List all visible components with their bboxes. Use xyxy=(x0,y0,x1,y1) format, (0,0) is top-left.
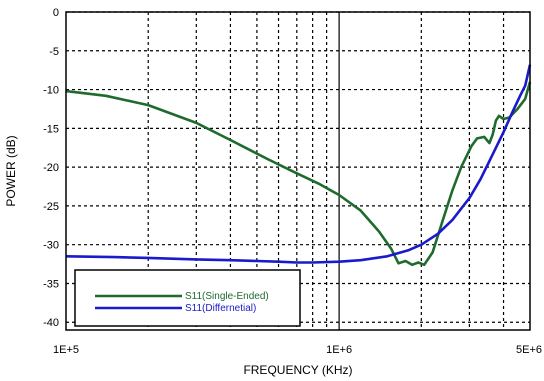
series-lines xyxy=(65,64,532,267)
x-tick-label-0: 1E+5 xyxy=(53,344,79,356)
y-tick-label-6: -30 xyxy=(43,240,59,252)
x-tick-labels: 1E+5 1E+6 5E+6 xyxy=(53,344,542,356)
plot-frame xyxy=(65,11,531,331)
x-tick-label-2: 5E+6 xyxy=(516,344,542,356)
y-tick-label-3: -15 xyxy=(43,123,59,135)
y-tick-labels: 0 -5 -10 -15 -20 -25 -30 -35 -40 xyxy=(43,7,59,329)
x-axis-title: FREQUENCY (KHz) xyxy=(243,363,352,377)
legend: S11(Single-Ended) S11(Differnetial) xyxy=(74,269,301,327)
series-line-0 xyxy=(65,81,532,267)
y-axis-title: POWER (dB) xyxy=(4,135,18,206)
legend-label-differential: S11(Differnetial) xyxy=(185,303,256,314)
y-tick-label-7: -35 xyxy=(43,278,59,290)
y-tick-label-4: -20 xyxy=(43,162,59,174)
y-tick-label-1: -5 xyxy=(49,46,59,58)
y-tick-label-2: -10 xyxy=(43,85,59,97)
series-line-1 xyxy=(65,64,532,264)
legend-box xyxy=(74,269,301,327)
y-tick-label-0: 0 xyxy=(53,7,59,19)
x-tick-label-1: 1E+6 xyxy=(326,344,352,356)
y-tick-label-5: -25 xyxy=(43,201,59,213)
y-tick-label-8: -40 xyxy=(43,317,59,329)
legend-label-single-ended: S11(Single-Ended) xyxy=(185,291,269,302)
